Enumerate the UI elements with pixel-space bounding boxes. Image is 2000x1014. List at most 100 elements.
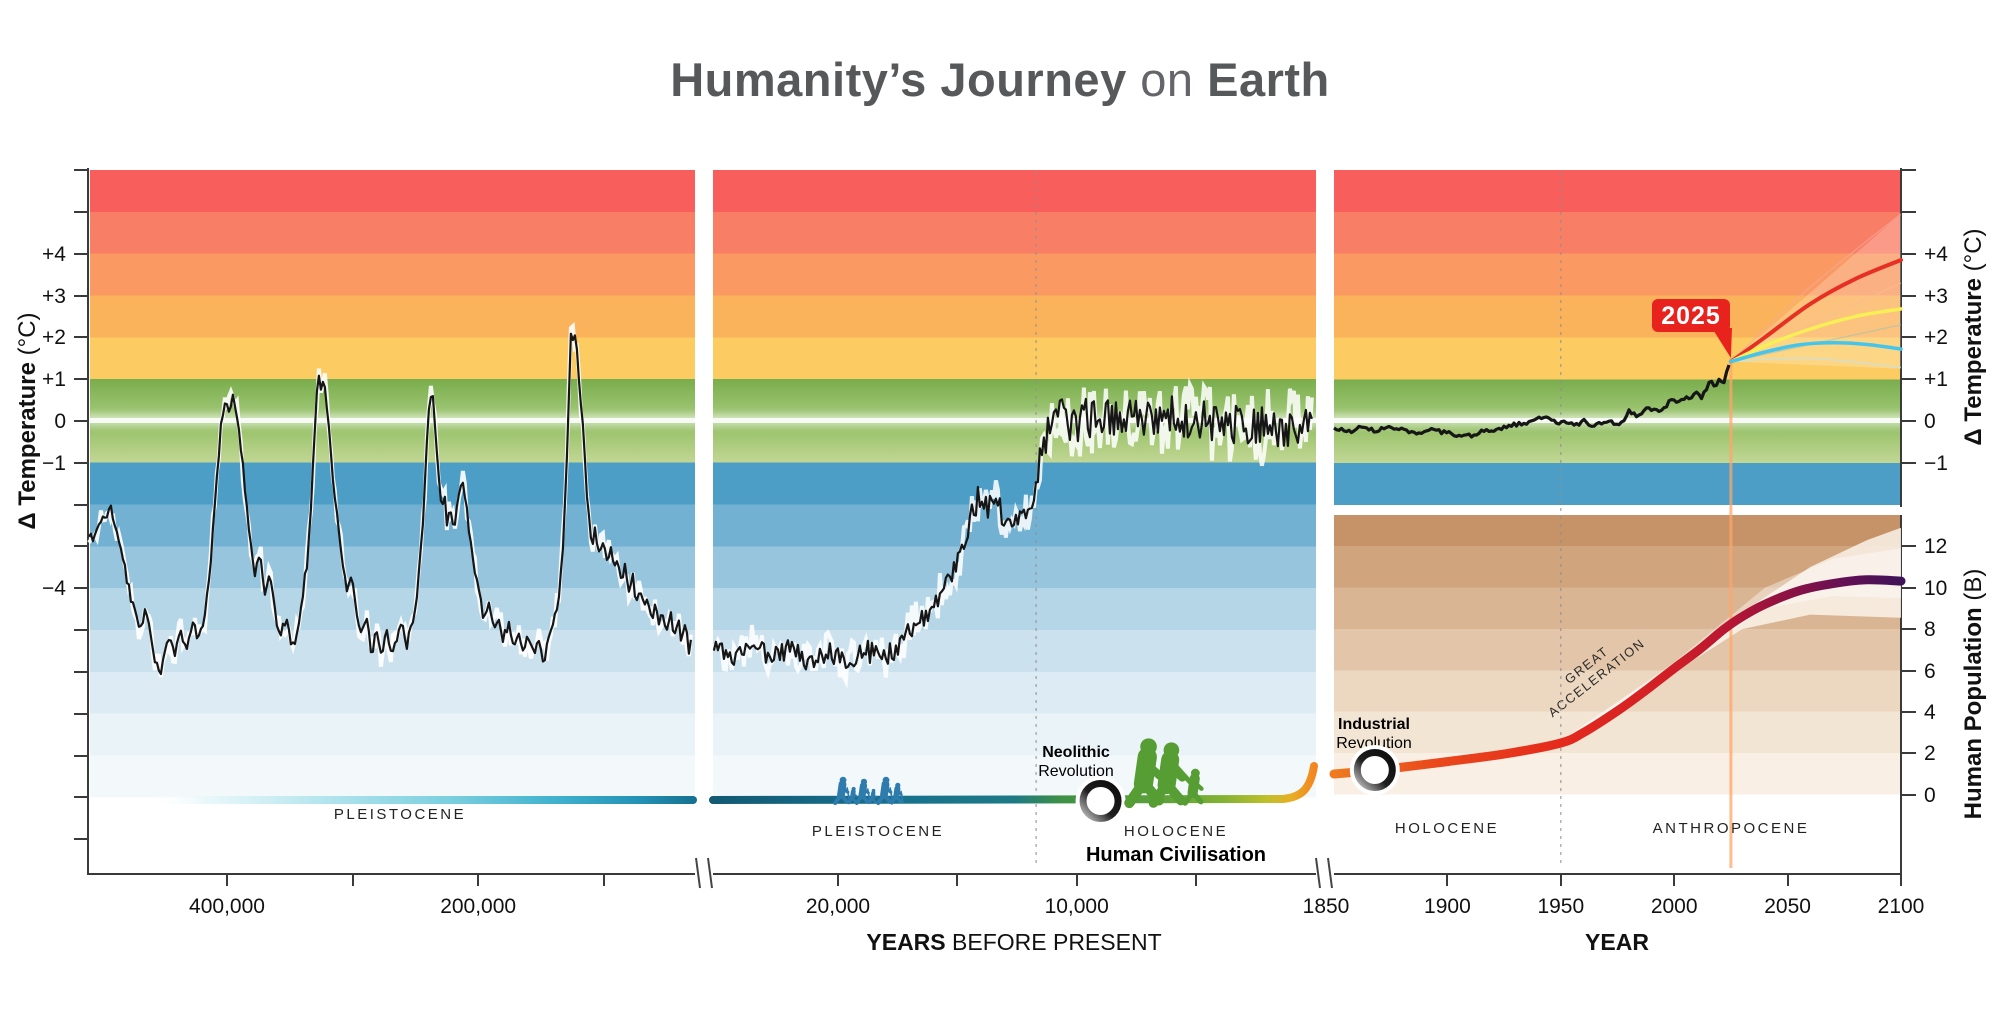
person-legs: [876, 792, 893, 806]
y-tick: [74, 587, 88, 590]
family-icon: [1124, 738, 1204, 809]
x-axis-title-before-present: YEARS BEFORE PRESENT: [866, 929, 1161, 956]
person-legs: [1182, 789, 1204, 806]
timeline-bars: [146, 762, 1318, 804]
x-tick: [1900, 874, 1902, 886]
y-tick-label: 0: [1924, 410, 1936, 433]
zero-line: [1334, 418, 1901, 423]
y-tick-label: +2: [1924, 326, 1948, 350]
boundary-dashed-lines: [695, 172, 1562, 889]
y-tick: [1902, 252, 1916, 255]
year-2025-flag: 2025: [1652, 299, 1732, 358]
x-tick: [1446, 874, 1449, 886]
y-tick-label: +4: [1924, 242, 1948, 266]
y-tick-label: 6: [1924, 659, 1936, 683]
person-arm: [1143, 760, 1165, 781]
y-tick-label: +4: [42, 242, 66, 266]
flag-year-label: 2025: [1661, 302, 1721, 330]
person-arm: [852, 792, 858, 798]
x-tick-label: 2100: [1877, 895, 1925, 918]
y-tick-label: 0: [1924, 783, 1936, 807]
deglaciation-curve: [712, 395, 1313, 671]
y-tick-label: −1: [42, 451, 66, 475]
y-tick: [1902, 378, 1916, 381]
era-label-holocene-right: HOLOCENE: [1394, 820, 1500, 837]
y-tick: [1902, 586, 1916, 589]
x-tick-label: 10,000: [1044, 895, 1109, 918]
observed-temperature-curve: [1333, 364, 1731, 439]
person-arm: [872, 793, 877, 799]
person-legs: [1148, 779, 1186, 808]
x-tick-label: 1900: [1424, 895, 1471, 918]
family-linked-hands: [1169, 759, 1193, 785]
revolution-rings: [1075, 745, 1400, 826]
y-tick: [74, 336, 88, 339]
person-legs: [868, 797, 877, 805]
x-tick: [956, 874, 959, 886]
y-tick: [1902, 545, 1916, 548]
title-part3: Earth: [1207, 53, 1330, 106]
x-tick: [1673, 874, 1676, 886]
y-tick: [74, 712, 88, 715]
y-tick: [1902, 169, 1916, 172]
temperature-curves: [87, 322, 1314, 689]
x-axis-title-year: YEAR: [1585, 929, 1649, 955]
zero-line: [90, 418, 695, 423]
era-label-holocene-mid: HOLOCENE: [1123, 823, 1229, 840]
y-tick: [74, 754, 88, 757]
glacial-curve-halo: [87, 322, 693, 678]
y-tick-label: +1: [42, 368, 66, 392]
right-axis-spine-temp: [1900, 168, 1902, 507]
y-tick: [1902, 461, 1916, 464]
x-tick: [351, 874, 354, 886]
y-tick-label: 10: [1924, 576, 1948, 600]
x-tick-label: 200,000: [440, 895, 517, 918]
flag-box: [1652, 299, 1730, 332]
industrial-label-line2: Revolution: [1336, 735, 1412, 752]
y-tick-label: 8: [1924, 618, 1936, 642]
y-tick: [74, 629, 88, 632]
page-title: Humanity’s Journey on Earth: [0, 52, 2000, 107]
x-tick: [837, 874, 839, 886]
population-curve: [1329, 575, 1906, 779]
population-fan-inner: [1560, 548, 1901, 743]
y-tick: [74, 252, 88, 255]
person-legs: [890, 795, 903, 805]
y-tick: [74, 378, 88, 381]
x-axis-left: [88, 873, 695, 875]
x-tick: [1195, 874, 1198, 886]
y-tick-label: +3: [42, 284, 66, 308]
y-tick-label: −4: [42, 577, 66, 601]
x-tick: [1075, 874, 1078, 886]
person-arm: [883, 785, 893, 794]
axis-break-mark: [1315, 857, 1321, 889]
projection-low: [1729, 341, 1903, 364]
y-tick-label: 12: [1924, 535, 1948, 559]
x-title-rest: BEFORE PRESENT: [945, 929, 1162, 955]
axis-break-mark: [695, 857, 701, 889]
x-tick: [1559, 874, 1562, 886]
x-tick-label: 2000: [1650, 895, 1698, 918]
x-tick-label: 1950: [1537, 895, 1585, 918]
person-arm: [1192, 780, 1204, 791]
y-tick: [74, 420, 88, 422]
y-tick-label: −1: [1924, 451, 1948, 475]
hikers-icon: [833, 776, 904, 806]
x-tick-label: 2050: [1764, 895, 1811, 918]
title-part2: on: [1126, 53, 1208, 106]
y-tick: [74, 838, 88, 841]
y-tick: [1902, 294, 1916, 297]
x-axis-mid: [713, 873, 1316, 875]
neolithic-label-line2: Revolution: [1038, 763, 1114, 780]
x-tick: [226, 874, 228, 886]
x-title-bold: YEARS: [866, 929, 946, 955]
x-tick: [602, 874, 605, 886]
era-label-pleistocene-mid: PLEISTOCENE: [811, 823, 945, 840]
y-tick: [1902, 710, 1916, 713]
x-tick-label: 20,000: [805, 895, 871, 918]
person-arm: [1166, 763, 1187, 782]
glacial-curve: [88, 332, 692, 676]
right-axis-spine-pop: [1900, 515, 1902, 875]
holocene-timeline-bar: [709, 762, 1318, 804]
